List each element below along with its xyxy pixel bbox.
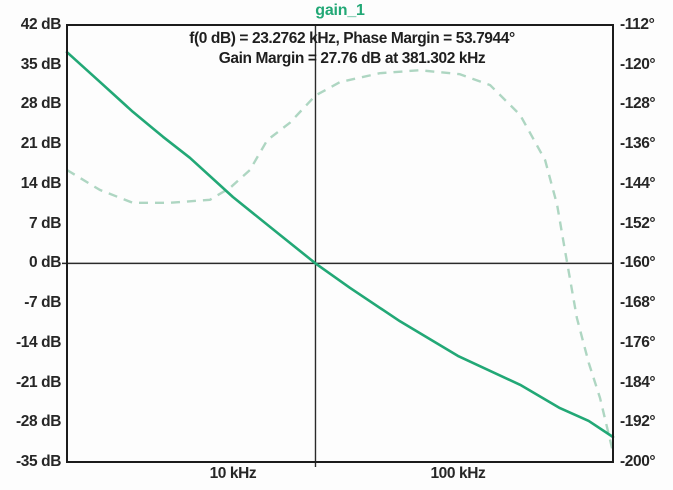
y-left-tick-label: -35 dB	[16, 453, 61, 470]
y-left-tick-label: 35 dB	[20, 55, 62, 73]
y-right-tick-label: -184°	[620, 373, 656, 391]
annotation-crossover: f(0 dB) = 23.2762 kHz, Phase Margin = 53…	[189, 30, 515, 47]
gain-curve	[65, 50, 615, 439]
x-axis-tick-label: 100 kHz	[430, 465, 486, 482]
y-left-tick-label: 7 dB	[29, 214, 61, 232]
phase-curve	[66, 69, 615, 453]
y-right-tick-label: -192°	[620, 413, 656, 431]
chart-title: gain_1	[315, 2, 365, 19]
y-left-tick-label: 0 dB	[29, 254, 61, 272]
y-right-tick-label: -112°	[620, 16, 655, 33]
y-right-tick-label: -160°	[620, 254, 656, 272]
y-left-tick-label: 42 dB	[20, 16, 62, 33]
plot-frame	[66, 24, 614, 463]
y-left-tick-label: 28 dB	[20, 95, 62, 113]
y-right-tick-label: -152°	[620, 214, 656, 232]
y-right-tick-label: -136°	[620, 135, 656, 153]
y-left-tick-label: -14 dB	[16, 333, 61, 351]
y-right-tick-label: -120°	[620, 55, 656, 73]
y-left-tick-label: 21 dB	[20, 135, 62, 153]
y-right-tick-label: -144°	[620, 174, 656, 192]
y-left-tick-label: -7 dB	[24, 294, 61, 312]
y-left-tick-label: 14 dB	[20, 174, 62, 192]
y-right-tick-label: -200°	[620, 453, 656, 470]
y-left-tick-label: -28 dB	[16, 413, 61, 431]
y-left-tick-label: -21 dB	[16, 373, 61, 391]
y-right-tick-label: -168°	[620, 294, 656, 312]
y-right-tick-label: -128°	[620, 95, 656, 113]
x-axis-tick-label: 10 kHz	[209, 465, 257, 482]
y-right-tick-label: -176°	[620, 333, 656, 351]
annotation-gain-margin: Gain Margin = 27.76 dB at 381.302 kHz	[218, 50, 486, 67]
